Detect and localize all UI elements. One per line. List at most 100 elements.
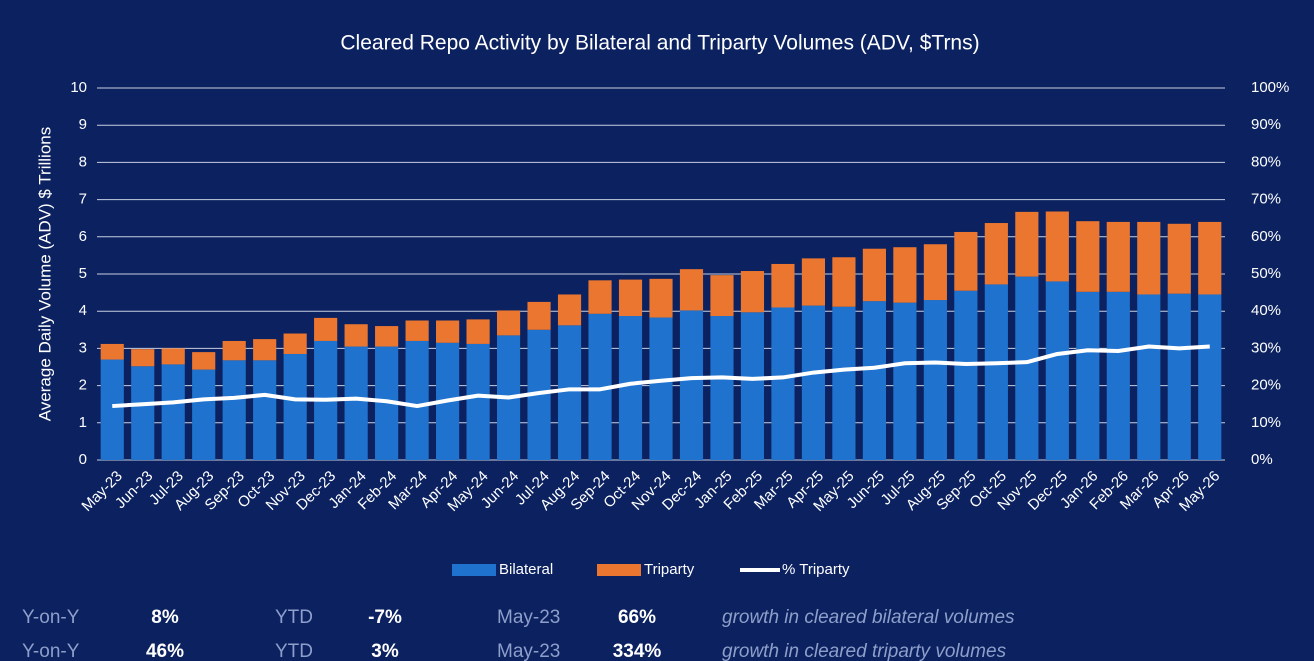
bar bbox=[222, 360, 246, 460]
bar bbox=[954, 290, 978, 460]
y-tick-label: 5 bbox=[79, 265, 87, 282]
bar bbox=[1167, 223, 1191, 294]
y2-tick-label: 40% bbox=[1251, 302, 1281, 319]
y-tick-label: 8 bbox=[79, 153, 87, 170]
bar bbox=[161, 348, 185, 365]
bar bbox=[1045, 211, 1069, 282]
footer-cell: YTD bbox=[275, 641, 313, 661]
legend-label: % Triparty bbox=[782, 561, 850, 578]
footer-cell: 3% bbox=[371, 641, 399, 661]
y2-tick-label: 50% bbox=[1251, 265, 1281, 282]
bar bbox=[1137, 221, 1161, 295]
y2-tick-label: 90% bbox=[1251, 116, 1281, 133]
y-tick-label: 2 bbox=[79, 377, 87, 394]
bar bbox=[801, 258, 826, 306]
footer-cell: Y-on-Y bbox=[22, 607, 80, 628]
bar bbox=[923, 244, 947, 301]
y2-tick-label: 70% bbox=[1251, 191, 1281, 208]
bar bbox=[222, 340, 246, 361]
bar bbox=[557, 294, 582, 326]
y-tick-label: 3 bbox=[79, 339, 87, 356]
bar bbox=[1015, 276, 1039, 460]
legend-swatch bbox=[597, 564, 641, 576]
bar bbox=[466, 319, 490, 344]
bar bbox=[405, 340, 429, 460]
bar bbox=[893, 302, 917, 460]
bar bbox=[801, 305, 826, 460]
y-tick-label: 1 bbox=[79, 414, 87, 431]
bar bbox=[283, 353, 307, 460]
bar bbox=[954, 231, 978, 291]
bar bbox=[1137, 294, 1161, 460]
bar bbox=[344, 346, 368, 460]
bar bbox=[618, 316, 643, 460]
bar bbox=[771, 307, 795, 460]
y2-tick-label: 20% bbox=[1251, 377, 1281, 394]
bar bbox=[862, 248, 886, 302]
bar bbox=[405, 320, 429, 341]
bar bbox=[618, 279, 643, 317]
y-tick-label: 4 bbox=[79, 302, 87, 319]
footer-cell: 8% bbox=[151, 607, 179, 628]
bar bbox=[131, 366, 155, 460]
bar bbox=[1015, 211, 1039, 277]
y-tick-label: 9 bbox=[79, 116, 87, 133]
footer-cell: growth in cleared triparty volumes bbox=[722, 641, 1007, 661]
bar bbox=[344, 324, 368, 347]
bar bbox=[1106, 221, 1130, 292]
bar bbox=[710, 316, 734, 460]
bar bbox=[253, 339, 277, 361]
bar bbox=[1076, 291, 1100, 460]
footer-cell: YTD bbox=[275, 607, 313, 628]
footer-cell: 334% bbox=[613, 641, 662, 661]
bar bbox=[527, 301, 551, 330]
bar bbox=[862, 301, 886, 460]
bar bbox=[1076, 221, 1100, 292]
y-tick-label: 0 bbox=[79, 451, 87, 468]
legend-label: Bilateral bbox=[499, 561, 553, 578]
bar bbox=[131, 349, 155, 367]
chart-title: Cleared Repo Activity by Bilateral and T… bbox=[340, 32, 979, 55]
bar bbox=[557, 325, 582, 460]
y2-tick-label: 30% bbox=[1251, 339, 1281, 356]
bar bbox=[649, 278, 673, 318]
bar bbox=[740, 312, 765, 460]
bar bbox=[1198, 294, 1222, 460]
bar bbox=[496, 310, 521, 336]
y-tick-label: 10 bbox=[70, 79, 87, 96]
bar bbox=[679, 269, 704, 311]
bar bbox=[588, 280, 612, 314]
bar bbox=[893, 247, 917, 303]
footer: Y-on-Y 8% YTD -7% May-23 66% growth in cleared… bbox=[22, 607, 1015, 661]
bar bbox=[436, 320, 460, 343]
bar bbox=[1045, 281, 1069, 460]
bar bbox=[1198, 221, 1222, 295]
bar bbox=[253, 360, 277, 460]
y2-tick-label: 10% bbox=[1251, 414, 1281, 431]
y-axis-label: Average Daily Volume (ADV) $ Trillions bbox=[35, 127, 54, 421]
y2-tick-label: 100% bbox=[1251, 79, 1289, 96]
line bbox=[112, 344, 1210, 409]
y2-tick-label: 60% bbox=[1251, 228, 1281, 245]
bar bbox=[100, 343, 124, 360]
bar bbox=[771, 263, 795, 308]
bar bbox=[466, 343, 490, 460]
bar bbox=[984, 223, 1008, 285]
bar bbox=[1167, 293, 1191, 460]
y-tick-label: 7 bbox=[79, 191, 87, 208]
legend-label: Triparty bbox=[644, 561, 695, 578]
bar bbox=[679, 310, 704, 460]
footer-cell: 66% bbox=[618, 607, 656, 628]
legend-swatch bbox=[452, 564, 496, 576]
bar bbox=[1106, 291, 1130, 460]
bar bbox=[375, 346, 399, 460]
bar bbox=[161, 364, 185, 460]
bar bbox=[923, 300, 947, 460]
bar bbox=[710, 275, 734, 317]
bar bbox=[314, 317, 338, 341]
bar bbox=[832, 306, 856, 460]
bar bbox=[192, 352, 216, 370]
bar bbox=[740, 271, 765, 313]
y2-tick-label: 0% bbox=[1251, 451, 1273, 468]
